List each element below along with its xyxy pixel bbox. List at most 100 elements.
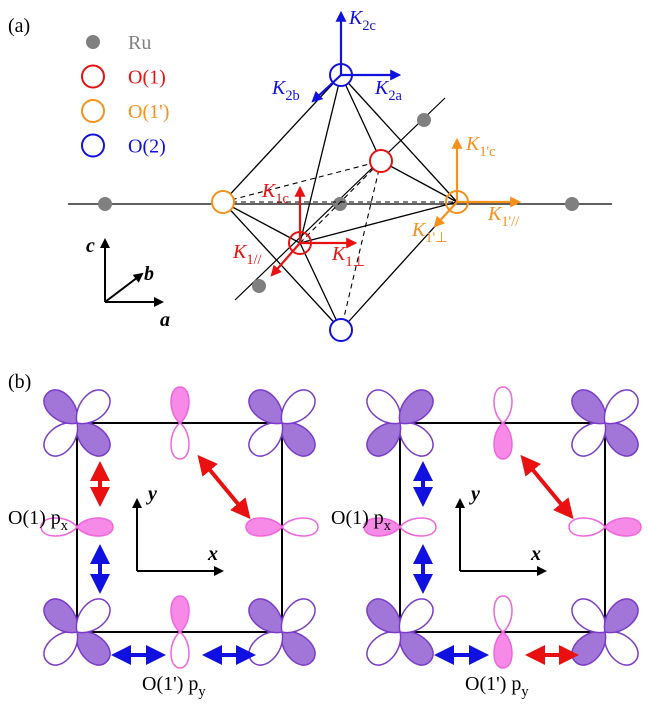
line: [222, 160, 382, 203]
sub-label: K1'c: [465, 133, 496, 160]
orbital-lobe: [493, 595, 513, 633]
line: [520, 454, 574, 520]
o2-atom: [329, 318, 353, 342]
orbital-lobe: [280, 630, 316, 666]
line: [340, 74, 382, 162]
o1-atom: [369, 149, 393, 173]
label-main: K: [271, 77, 287, 99]
legend-marker: [81, 99, 105, 123]
sub-label: O(1') py: [142, 673, 206, 700]
line: [311, 74, 342, 103]
orbital-lobe: [493, 422, 513, 460]
label-main: O(1') p: [142, 673, 198, 695]
sub-label: K1'⊥: [411, 219, 448, 246]
label: x: [207, 543, 218, 565]
orbital-lobe: [398, 389, 434, 425]
line: [433, 201, 458, 228]
label: Ru: [128, 32, 151, 54]
orbital-lobe: [280, 421, 316, 457]
orbital-lobe: [76, 517, 114, 537]
orbital-lobe: [568, 517, 606, 537]
label-main: O(1) p: [8, 507, 61, 529]
orbital-lobe: [366, 598, 402, 634]
label-sub: 1c: [275, 191, 289, 207]
label-main: K: [374, 77, 390, 99]
sub-label: K1//: [232, 241, 262, 268]
orbital-lobe: [75, 630, 111, 666]
line: [197, 454, 251, 520]
orbital-lobe: [571, 421, 607, 457]
line: [299, 160, 382, 244]
orbital-lobe: [603, 630, 639, 666]
label-sub: 1//: [246, 252, 261, 268]
line: [222, 201, 342, 331]
orbital-lobe: [603, 421, 639, 457]
orbital-lobe: [280, 598, 316, 634]
label: x: [530, 543, 541, 565]
label: b: [144, 263, 154, 285]
orbital-lobe: [75, 421, 111, 457]
label: y: [469, 483, 480, 505]
label: (b): [8, 371, 31, 393]
label-sub: 2b: [285, 88, 299, 104]
line: [340, 160, 382, 331]
orbital-lobe: [170, 631, 190, 669]
sub-label: K1c: [261, 180, 289, 207]
label-sub: x: [61, 518, 69, 534]
orbital-lobe: [245, 517, 283, 537]
label-main: O(1) p: [331, 507, 384, 529]
label-sub: 2a: [388, 88, 402, 104]
line: [299, 242, 342, 331]
orbital-lobe: [40, 517, 78, 537]
legend-dot: [86, 35, 100, 49]
orbital-lobe: [75, 389, 111, 425]
ru-atom: [333, 197, 347, 211]
ru-atom: [98, 197, 112, 211]
legend-marker: [81, 133, 105, 158]
legend-marker: [81, 64, 105, 89]
orbital-lobe: [281, 517, 319, 537]
label-sub: 1'⊥: [425, 230, 447, 246]
sub-label: K2c: [348, 7, 376, 34]
line: [104, 272, 144, 303]
o1p-atom: [211, 190, 235, 214]
label: O(1): [128, 67, 166, 89]
orbital-lobe: [363, 517, 401, 537]
sub-label: O(1) px: [331, 507, 392, 534]
label: O(1'): [128, 101, 169, 123]
orbital-lobe: [398, 421, 434, 457]
line: [222, 201, 301, 244]
sub-label: K1⊥: [331, 243, 365, 270]
label-main: K: [348, 7, 364, 29]
orbital-lobe: [170, 422, 190, 460]
label: (a): [8, 15, 30, 37]
orbital-lobe: [603, 389, 639, 425]
orbital-lobe: [399, 517, 437, 537]
label-sub: y: [521, 684, 529, 700]
line: [380, 160, 458, 203]
sub-label: O(1) px: [8, 507, 69, 534]
line: [299, 201, 458, 244]
orbital-lobe: [280, 389, 316, 425]
label-sub: x: [384, 518, 392, 534]
label-sub: 2c: [362, 18, 376, 34]
line: [299, 74, 342, 244]
orbital-lobe: [604, 517, 642, 537]
ru-atom: [417, 113, 431, 127]
orbital-lobe: [170, 595, 190, 633]
orbital-lobe: [493, 631, 513, 669]
orbital-lobe: [398, 598, 434, 634]
label-sub: 1'c: [479, 144, 495, 160]
label-sub: 1⊥: [345, 254, 365, 270]
label: c: [86, 235, 95, 257]
orbital-lobe: [43, 598, 79, 634]
label-main: K: [411, 219, 427, 241]
label-main: K: [487, 203, 503, 225]
orbital-lobe: [170, 386, 190, 424]
label-main: K: [261, 180, 277, 202]
orbital-lobe: [75, 598, 111, 634]
label: O(2): [128, 136, 166, 158]
ru-atom: [252, 279, 266, 293]
sub-label: K2a: [374, 77, 403, 104]
